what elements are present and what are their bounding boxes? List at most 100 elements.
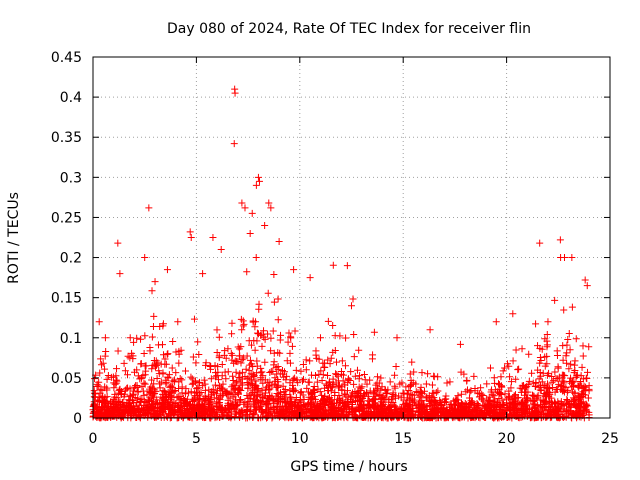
- data-point: [145, 204, 153, 212]
- noise-point: [253, 337, 261, 345]
- noise-point: [430, 410, 438, 418]
- noise-point: [101, 365, 109, 373]
- noise-point: [214, 368, 222, 376]
- noise-point: [287, 334, 295, 342]
- noise-point: [551, 296, 559, 304]
- noise-point: [98, 398, 106, 406]
- noise-point: [305, 388, 313, 396]
- noise-point: [475, 393, 483, 401]
- noise-point: [133, 334, 141, 342]
- noise-point: [417, 383, 425, 391]
- data-point: [116, 270, 124, 278]
- noise-point: [252, 406, 260, 414]
- noise-point: [126, 354, 134, 362]
- noise-point: [274, 316, 282, 324]
- noise-point: [157, 360, 165, 368]
- noise-point: [290, 410, 298, 418]
- noise-point: [171, 378, 179, 386]
- noise-point: [135, 411, 143, 419]
- noise-point: [282, 390, 290, 398]
- noise-point: [136, 375, 144, 383]
- noise-point: [497, 373, 505, 381]
- noise-point: [357, 384, 365, 392]
- plot-frame: [92, 56, 611, 419]
- noise-point: [529, 391, 537, 399]
- noise-point: [150, 380, 158, 388]
- noise-point: [361, 376, 369, 384]
- noise-point: [518, 345, 526, 353]
- noise-point: [229, 372, 237, 380]
- noise-point: [308, 389, 316, 397]
- noise-point: [264, 378, 272, 386]
- noise-point: [499, 367, 507, 375]
- x-tick-label: 5: [192, 431, 201, 447]
- noise-point: [528, 409, 536, 417]
- noise-point: [285, 408, 293, 416]
- noise-point: [259, 394, 267, 402]
- noise-point: [270, 298, 278, 306]
- noise-point: [351, 372, 359, 380]
- noise-point: [162, 390, 170, 398]
- y-tick-label: 0.45: [51, 50, 82, 66]
- x-tick-label: 15: [394, 431, 412, 447]
- noise-point: [235, 386, 243, 394]
- noise-point: [329, 413, 337, 421]
- data-point: [255, 177, 263, 185]
- noise-point: [328, 409, 336, 417]
- noise-point: [563, 359, 571, 367]
- noise-point: [148, 333, 156, 341]
- noise-point: [164, 399, 172, 407]
- noise-point: [231, 384, 239, 392]
- noise-point: [551, 368, 559, 376]
- noise-point: [266, 410, 274, 418]
- noise-point: [245, 366, 253, 374]
- noise-point: [230, 385, 238, 393]
- noise-point: [274, 363, 282, 371]
- noise-point: [124, 352, 132, 360]
- noise-point: [258, 342, 266, 350]
- noise-point: [327, 354, 335, 362]
- noise-point: [113, 406, 121, 414]
- noise-point: [403, 406, 411, 414]
- noise-point: [536, 386, 544, 394]
- noise-point: [566, 403, 574, 411]
- noise-point: [236, 396, 244, 404]
- noise-point: [350, 353, 358, 361]
- noise-point: [495, 395, 503, 403]
- noise-point: [356, 401, 364, 409]
- noise-point: [110, 404, 118, 412]
- noise-point: [511, 397, 519, 405]
- noise-point: [558, 371, 566, 379]
- noise-point: [277, 331, 285, 339]
- noise-point: [428, 393, 436, 401]
- noise-point: [502, 407, 510, 415]
- x-tick-label: 0: [89, 431, 98, 447]
- noise-point: [313, 400, 321, 408]
- noise-point: [148, 365, 156, 373]
- noise-point: [280, 409, 288, 417]
- noise-point: [185, 389, 193, 397]
- data-point: [316, 334, 324, 342]
- noise-point: [96, 369, 104, 377]
- noise-point: [259, 413, 267, 421]
- noise-point: [439, 404, 447, 412]
- noise-point: [233, 401, 241, 409]
- noise-point: [120, 393, 128, 401]
- noise-point: [331, 346, 339, 354]
- noise-point: [578, 390, 586, 398]
- data-point: [393, 334, 401, 342]
- noise-point: [265, 382, 273, 390]
- noise-point: [497, 382, 505, 390]
- noise-point: [220, 351, 228, 359]
- noise-point: [195, 350, 203, 358]
- noise-point: [463, 411, 471, 419]
- noise-point: [123, 371, 131, 379]
- data-point: [561, 254, 569, 262]
- noise-point: [95, 393, 103, 401]
- noise-point: [104, 372, 112, 380]
- noise-point: [528, 369, 536, 377]
- noise-point: [103, 405, 111, 413]
- noise-point: [146, 347, 154, 355]
- noise-point: [479, 391, 487, 399]
- noise-point: [342, 334, 350, 342]
